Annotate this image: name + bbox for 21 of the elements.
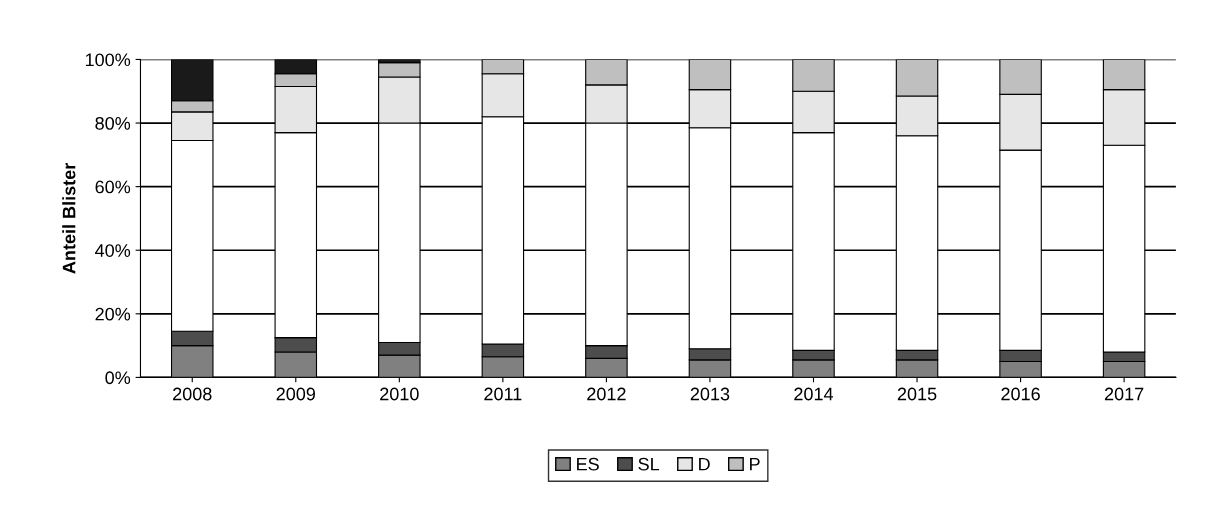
x-tick-label: 2011 [484, 387, 522, 401]
y-tick-label: 0% [105, 371, 131, 385]
x-tick-label: 2014 [794, 387, 834, 401]
x-tick-label: 2008 [173, 387, 212, 401]
x-tick-label: 2017 [1104, 387, 1144, 401]
x-tick-label: 2012 [587, 387, 626, 401]
x-tick-label: 2013 [690, 387, 730, 401]
y-tick-label: 60% [95, 180, 131, 194]
legend-label: D [699, 457, 710, 471]
legend-label: SL [638, 457, 660, 471]
y-tick-label: 20% [95, 307, 131, 321]
x-tick-label: 2009 [276, 387, 316, 401]
y-axis-title: Anteil Blister [62, 163, 76, 274]
legend-label: P [750, 457, 760, 471]
y-tick-label: 80% [95, 116, 131, 130]
x-tick-label: 2015 [897, 387, 937, 401]
y-tick-label: 100% [85, 53, 131, 67]
x-tick-label: 2016 [1001, 387, 1040, 401]
x-tick-label: 2010 [380, 387, 419, 401]
legend-label: ES [577, 457, 599, 471]
y-tick-label: 40% [95, 244, 131, 257]
